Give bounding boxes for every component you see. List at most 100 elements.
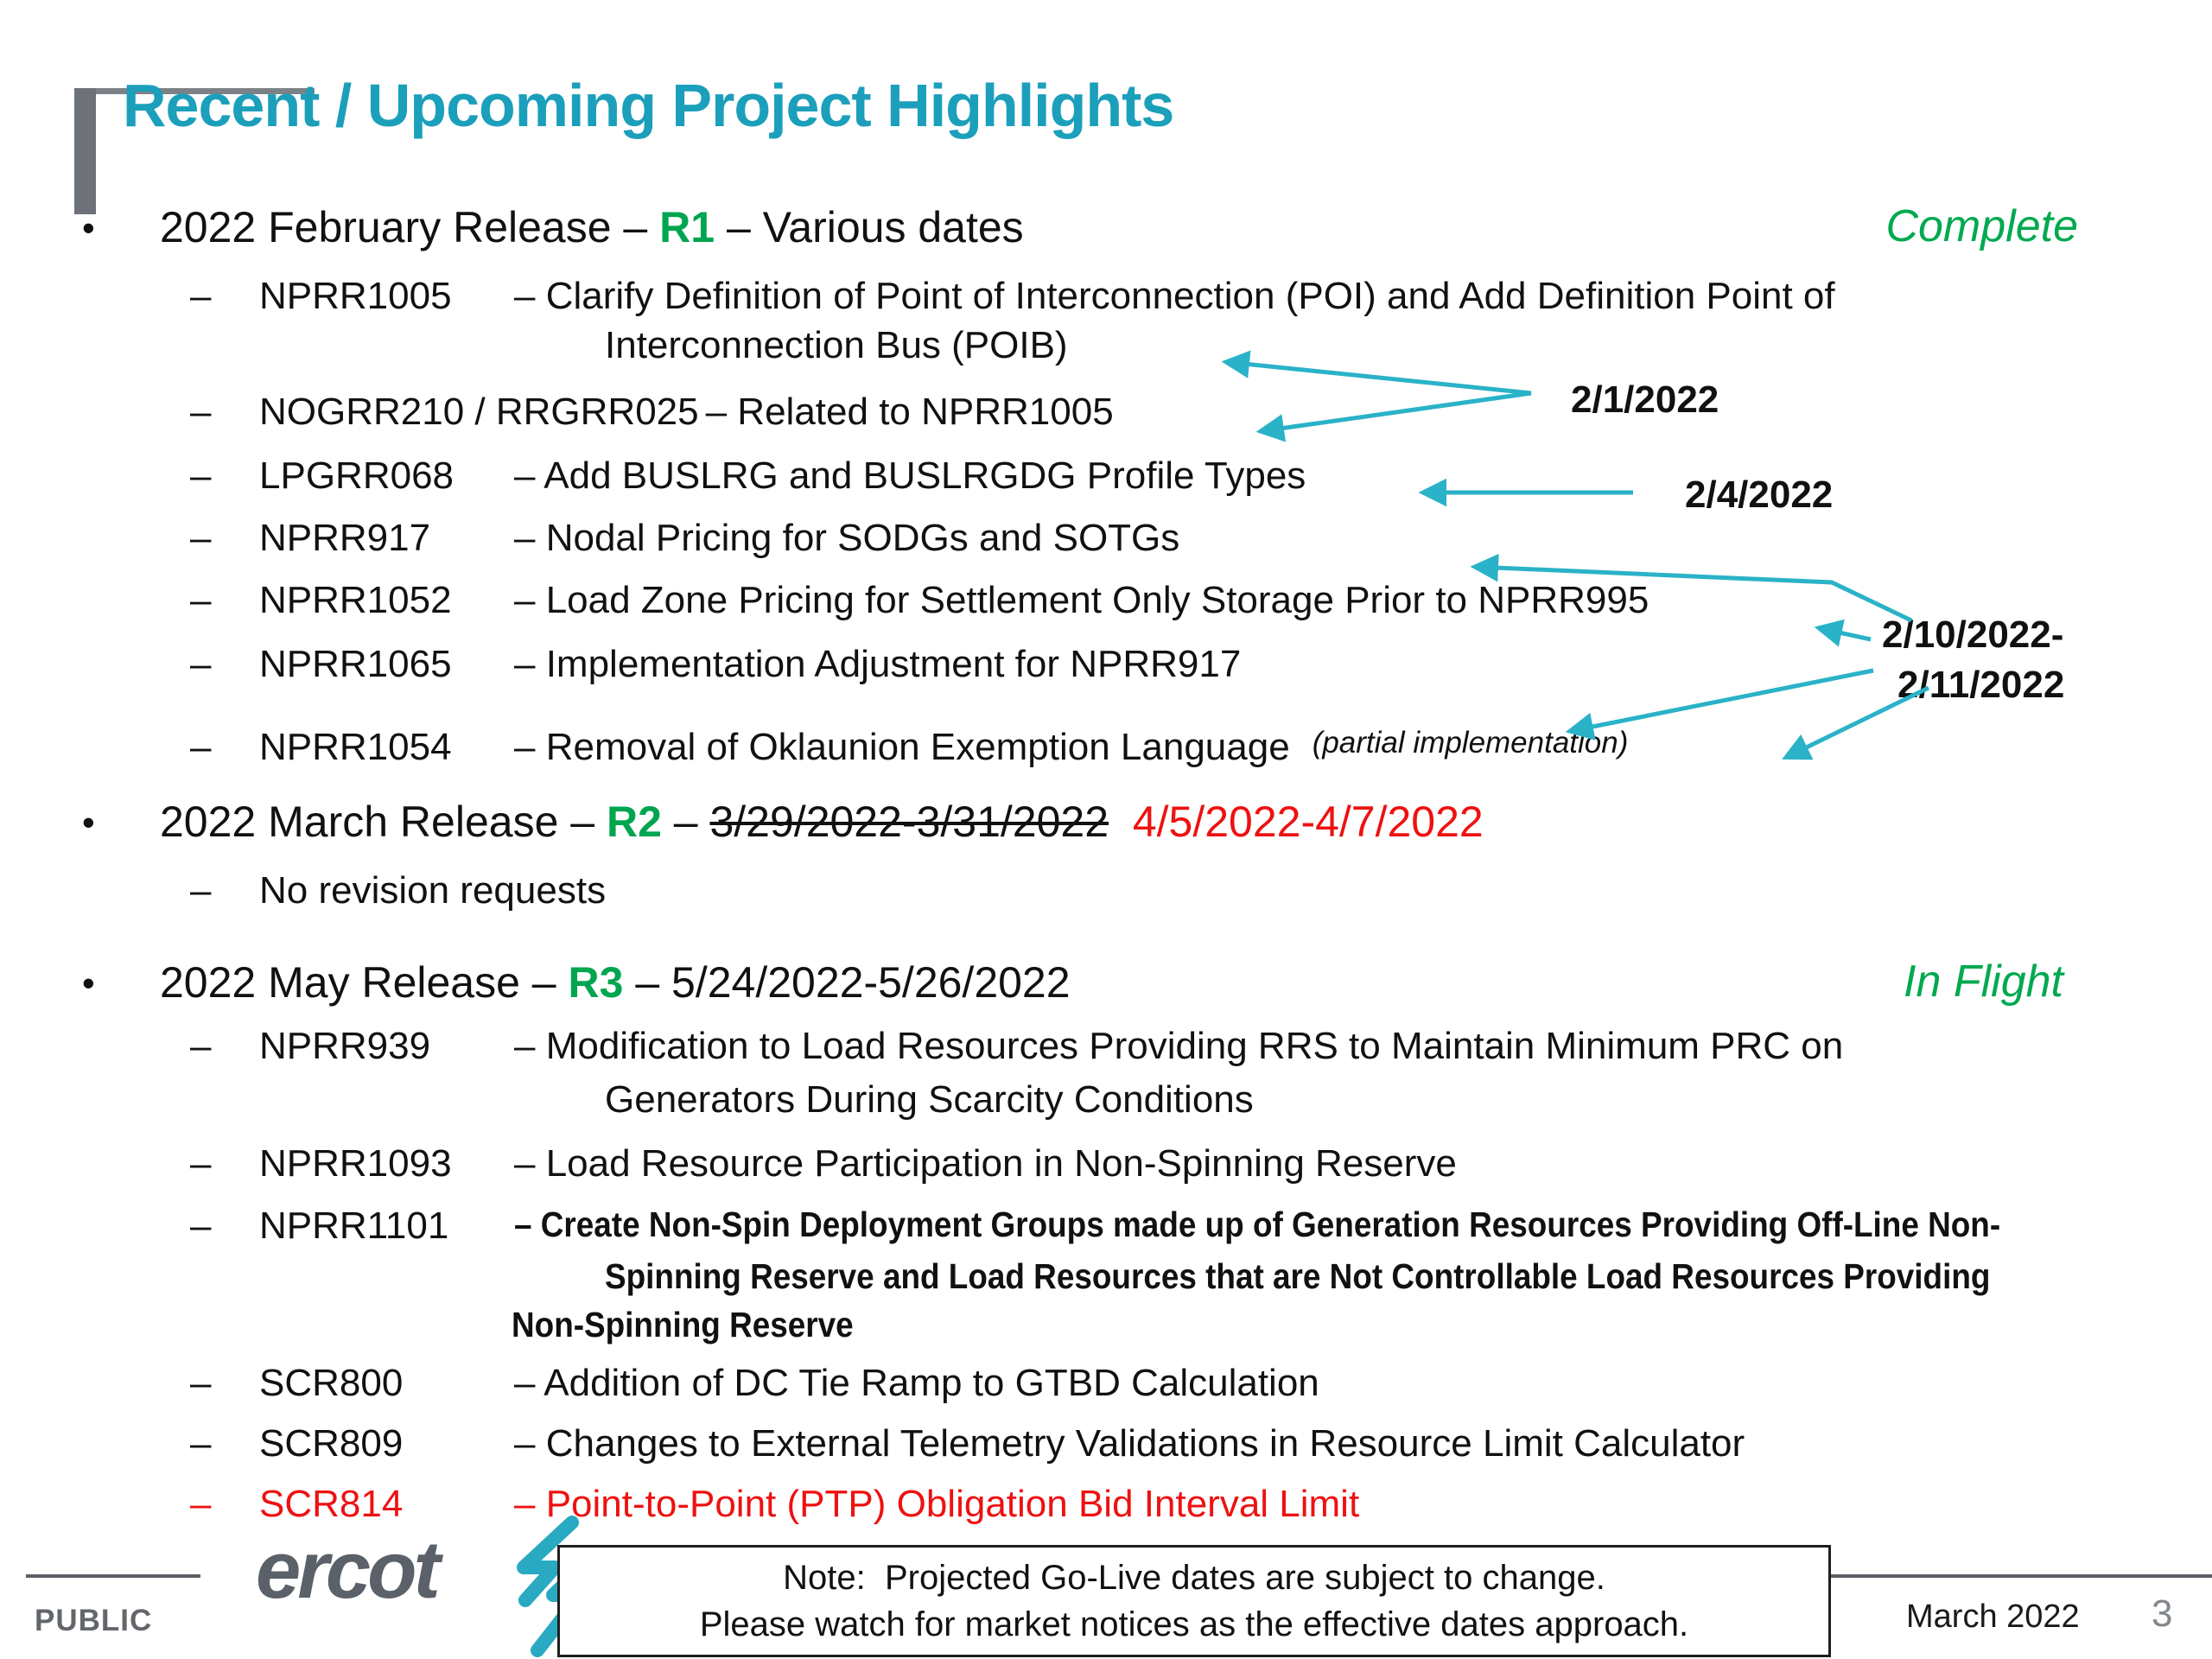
mar-release-tag: R2 [606, 798, 662, 846]
item-desc: – Load Zone Pricing for Settlement Only … [514, 579, 1649, 621]
list-item: – NOGRR210 / RRGRR025– Related to NPRR100… [190, 391, 1114, 434]
item-desc: – Removal of Oklaunion Exemption Languag… [514, 726, 1290, 768]
list-item: – NPRR1052 – Load Zone Pricing for Settlem… [190, 579, 1649, 622]
note-line-2: Please watch for market notices as the e… [699, 1605, 1689, 1643]
item-desc: – Add BUSLRG and BUSLRGDG Profile Types [514, 454, 1306, 497]
item-suffix-note: (partial implementation) [1312, 726, 1629, 760]
arrow-to-nprr1065 [1814, 619, 1872, 647]
may-heading: • 2022 May Release – R3 – 5/24/2022-5/26/… [82, 957, 1071, 1007]
feb-heading-pre: 2022 February Release – [160, 203, 660, 251]
page-number: 3 [2152, 1592, 2173, 1635]
list-item: – NPRR1005 – Clarify Definition of Point o… [190, 275, 1835, 318]
list-item: – NPRR917 – Nodal Pricing for SODGs and SO… [190, 517, 1179, 560]
page-title: Recent / Upcoming Project Highlights [123, 72, 1174, 139]
classification-label: PUBLIC [35, 1604, 153, 1637]
title-accent-vbar [74, 88, 96, 214]
list-item: – No revision requests [190, 869, 606, 912]
item-code: NPRR1052 [259, 579, 452, 621]
feb-status-complete: Complete [1885, 201, 2078, 251]
dash-icon: – [190, 1205, 212, 1247]
item-code: NPRR1005 [259, 275, 452, 317]
item-desc: – Related to NPRR1005 [705, 391, 1114, 433]
mar-old-dates: 3/29/2022-3/31/2022 [709, 798, 1109, 846]
item-code: NPRR917 [259, 517, 431, 559]
item-code: NPRR1093 [259, 1142, 452, 1185]
item-desc-cont: Interconnection Bus (POIB) [605, 324, 1068, 366]
golive-date-label: 2/11/2022 [1897, 664, 2065, 706]
item-desc: – Point-to-Point (PTP) Obligation Bid In… [514, 1483, 1360, 1525]
golive-date-label: 2/10/2022- [1882, 613, 2064, 656]
feb-heading-post: – Various dates [715, 203, 1024, 251]
item-desc: No revision requests [259, 869, 607, 912]
item-desc: – Load Resource Participation in Non-Spi… [514, 1142, 1457, 1185]
item-code: SCR814 [259, 1483, 404, 1525]
ercot-logo: ercot [256, 1524, 441, 1615]
list-item: – SCR809 – Changes to External Telemetry V… [190, 1422, 1745, 1465]
bullet-icon: • [82, 207, 95, 248]
golive-date-label: 2/1/2022 [1571, 378, 1719, 421]
item-desc: – Clarify Definition of Point of Interco… [514, 275, 1835, 317]
list-item: – SCR800 – Addition of DC Tie Ramp to GTBD… [190, 1362, 1319, 1405]
item-desc: – Implementation Adjustment for NPRR917 [514, 643, 1242, 685]
item-desc-cont: Spinning Reserve and Load Resources that… [605, 1256, 1991, 1296]
mar-new-dates: 4/5/2022-4/7/2022 [1132, 798, 1484, 846]
list-item: – NPRR1065 – Implementation Adjustment for… [190, 643, 1241, 686]
feb-release-tag: R1 [659, 203, 715, 251]
item-code: SCR800 [259, 1362, 404, 1404]
may-release-tag: R3 [568, 958, 624, 1007]
may-status-in-flight: In Flight [1904, 957, 2063, 1007]
mar-heading-pre: 2022 March Release – [160, 798, 607, 846]
dash-icon: – [190, 726, 212, 768]
item-desc-cont: Non-Spinning Reserve [512, 1305, 854, 1344]
item-desc: – Nodal Pricing for SODGs and SOTGs [514, 517, 1180, 559]
item-code: NOGRR210 / RRGRR025 [259, 391, 699, 433]
item-code: NPRR1101 [259, 1205, 449, 1247]
dash-icon: – [190, 579, 212, 621]
list-item: – NPRR939 – Modification to Load Resources… [190, 1025, 1843, 1068]
may-heading-pre: 2022 May Release – [160, 958, 569, 1007]
footer-date: March 2022 [1906, 1599, 2080, 1635]
item-code: NPRR939 [259, 1025, 431, 1067]
item-code: SCR809 [259, 1422, 404, 1465]
item-desc: – Create Non-Spin Deployment Groups made… [514, 1205, 2001, 1244]
title-accent-hline [74, 88, 315, 94]
mar-heading: • 2022 March Release – R2 – 3/29/2022-3/3… [82, 797, 1484, 847]
dash-icon: – [190, 391, 212, 433]
arrow-to-nprr1005 [1221, 350, 1532, 396]
dash-icon: – [190, 517, 212, 559]
dash-icon: – [190, 1483, 212, 1525]
bullet-icon: • [82, 802, 95, 842]
dash-icon: – [190, 1362, 212, 1404]
list-item: – NPRR1054 – Removal of Oklaunion Exemptio… [190, 726, 1628, 769]
dash-icon: – [190, 1422, 212, 1465]
footer-divider-right [1830, 1574, 2212, 1578]
arrow-to-nogrr210 [1255, 391, 1532, 442]
golive-date-label: 2/4/2022 [1685, 474, 1834, 516]
item-desc: – Addition of DC Tie Ramp to GTBD Calcul… [514, 1362, 1319, 1404]
dash-icon: – [190, 275, 212, 317]
arrow-to-nprr1054 [1565, 668, 1874, 741]
may-heading-post: – 5/24/2022-5/26/2022 [623, 958, 1071, 1007]
item-code: LPGRR068 [259, 454, 454, 497]
dash-icon: – [190, 869, 212, 912]
feb-heading: • 2022 February Release – R1 – Various da… [82, 202, 1024, 252]
dash-icon: – [190, 454, 212, 497]
list-item: – SCR814 – Point-to-Point (PTP) Obligation… [190, 1483, 1359, 1526]
list-item: – NPRR1101 – Create Non-Spin Deployment Gr… [190, 1205, 2165, 1248]
item-code: NPRR1054 [259, 726, 452, 768]
dash-icon: – [190, 1142, 212, 1185]
item-desc-cont: Generators During Scarcity Conditions [605, 1078, 1254, 1121]
footer-divider-left [26, 1574, 200, 1578]
dash-icon: – [190, 1025, 212, 1067]
note-line-1: Note: Projected Go-Live dates are subjec… [783, 1559, 1605, 1597]
item-code: NPRR1065 [259, 643, 452, 685]
dash-icon: – [190, 643, 212, 685]
item-desc: – Modification to Load Resources Providi… [514, 1025, 1844, 1067]
list-item: – NPRR1093 – Load Resource Participation i… [190, 1142, 1457, 1185]
bullet-icon: • [82, 963, 95, 1003]
list-item: – LPGRR068 – Add BUSLRG and BUSLRGDG Profi… [190, 454, 1306, 498]
item-desc: – Changes to External Telemetry Validati… [514, 1422, 1745, 1465]
mar-heading-mid: – [661, 798, 710, 846]
note-box: Note: Projected Go-Live dates are subjec… [557, 1545, 1831, 1657]
